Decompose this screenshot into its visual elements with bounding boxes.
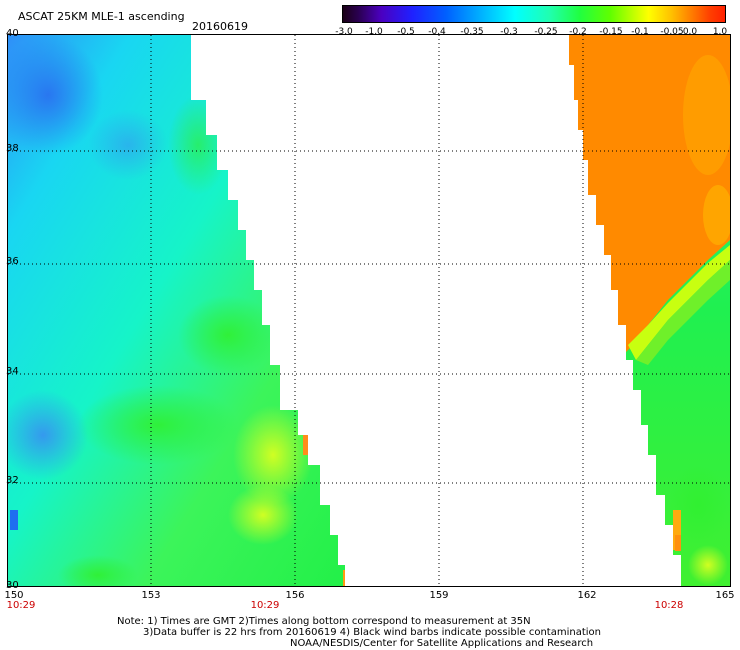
time-label: 10:29: [250, 600, 280, 611]
lat-label: 40: [6, 28, 19, 39]
left-swath: [8, 35, 345, 586]
scale-label: 1.0: [712, 27, 728, 37]
map-date: 20160619: [192, 20, 248, 33]
scale-label: -0.3: [500, 27, 518, 37]
scale-label: -0.25: [534, 27, 558, 37]
scale-label: -0.4: [428, 27, 446, 37]
lon-label: 159: [429, 590, 449, 601]
lon-label: 153: [141, 590, 161, 601]
map-title: ASCAT 25KM MLE-1 ascending: [18, 10, 185, 23]
lat-label: 30: [6, 580, 19, 591]
footnote-line-3: NOAA/NESDIS/Center for Satellite Applica…: [290, 638, 594, 649]
scale-label: -3.0: [335, 27, 353, 37]
lat-label: 34: [6, 366, 19, 377]
footnote-line-2: 3)Data buffer is 22 hrs from 20160619 4)…: [143, 627, 601, 638]
scale-label: -0.2: [569, 27, 587, 37]
color-scale-labels: -3.0 -1.0 -0.5 -0.4 -0.35 -0.3 -0.25 -0.…: [334, 27, 734, 39]
lat-label: 38: [6, 143, 19, 154]
lon-label: 162: [577, 590, 597, 601]
lon-label: 165: [715, 590, 735, 601]
footnote-line-1: Note: 1) Times are GMT 2)Times along bot…: [117, 616, 531, 627]
color-scale-bar: [342, 5, 726, 23]
swath-map: [8, 35, 730, 586]
scale-label: -0.35: [460, 27, 484, 37]
lon-label: 150: [4, 590, 24, 601]
map-panel: [7, 34, 731, 587]
time-label: 10:28: [654, 600, 684, 611]
scale-label: 0.0: [682, 27, 698, 37]
scale-label: -0.1: [631, 27, 649, 37]
scale-label: -0.05: [660, 27, 684, 37]
grid-lines: [8, 35, 730, 586]
lon-label: 156: [285, 590, 305, 601]
lat-label: 36: [6, 256, 19, 267]
scale-label: -1.0: [365, 27, 383, 37]
right-swath: [569, 35, 730, 586]
scale-label: -0.15: [599, 27, 623, 37]
time-label: 10:29: [6, 600, 36, 611]
scale-label: -0.5: [397, 27, 415, 37]
lat-label: 32: [6, 475, 19, 486]
